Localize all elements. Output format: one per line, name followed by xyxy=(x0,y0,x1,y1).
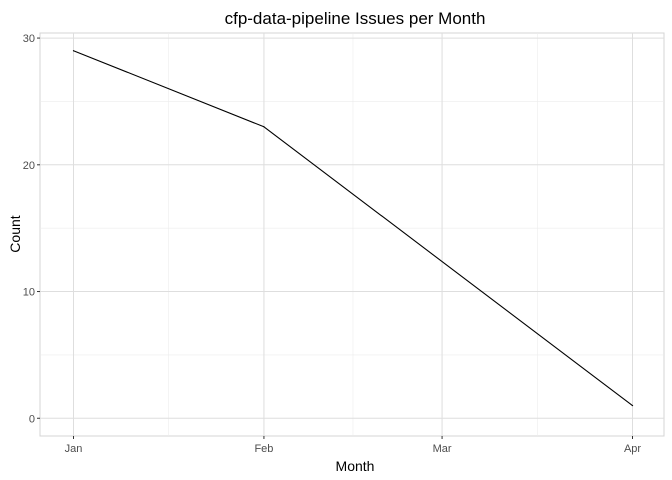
x-axis-title: Month xyxy=(336,458,375,474)
x-tick-label: Apr xyxy=(624,443,641,455)
x-tick-label: Mar xyxy=(433,443,452,455)
y-tick-label: 30 xyxy=(23,33,35,45)
x-axis-ticks: Jan Feb Mar Apr xyxy=(65,436,641,455)
y-tick-label: 10 xyxy=(23,287,35,299)
series-point xyxy=(631,404,634,407)
y-axis-ticks: 0 10 20 30 xyxy=(23,33,40,425)
x-tick-label: Feb xyxy=(254,443,273,455)
y-tick-label: 20 xyxy=(23,160,35,172)
y-tick-label: 0 xyxy=(29,413,35,425)
plot-panel xyxy=(39,32,665,437)
minor-gridlines xyxy=(40,33,664,436)
series-point xyxy=(263,126,265,128)
series-layer xyxy=(72,50,634,407)
y-axis-title: Count xyxy=(7,215,23,252)
chart-title: cfp-data-pipeline Issues per Month xyxy=(225,9,486,28)
x-tick-label: Jan xyxy=(65,443,83,455)
series-point xyxy=(72,50,75,52)
major-gridlines xyxy=(40,33,664,436)
